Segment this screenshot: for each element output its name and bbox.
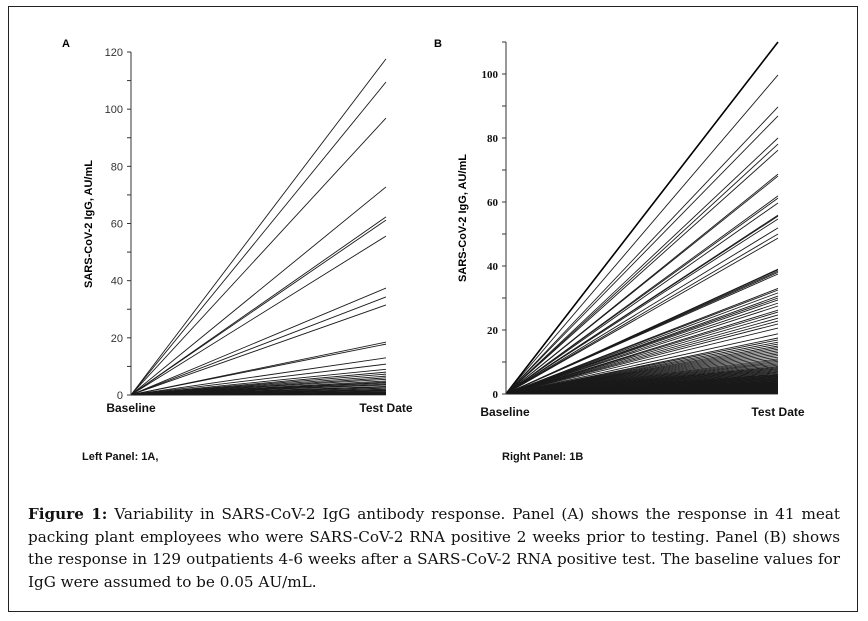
panel-b-series-line [505,41,779,395]
panel-a-series-line [130,357,387,396]
panel-a-series-line [130,81,387,396]
panel-b-ylabel: SARS-CoV-2 IgG, AU/mL [457,154,469,282]
panel-b-xlabel-baseline: Baseline [480,405,530,419]
panel-a-yaxis-ticks: 0 20 40 60 80 100 120 [105,47,131,402]
panel-a-lines [130,58,387,396]
panel-a-ytick-label: 40 [111,276,123,288]
panel-b-series-line [505,327,779,395]
panel-a-xlabel-baseline: Baseline [106,401,156,415]
panel-b-ytick-label: 100 [482,69,499,81]
panel-b-ytick-label: 60 [487,197,499,209]
panel-b-series-line [505,320,779,395]
panel-b-series-line [505,289,779,395]
panel-b-series-line [505,175,779,395]
right-panel-note: Right Panel: 1B [502,451,584,463]
panel-b-ytick-label: 20 [487,325,499,337]
panel-b-series-line [505,149,779,395]
panel-a-series-line [130,368,387,396]
panel-b-xlabel-testdate: Test Date [751,405,804,419]
panel-b-ytick-label: 0 [493,389,499,401]
panel-b-series-line [505,227,779,395]
panel-a-series-line [130,304,387,396]
figure-frame [8,6,858,612]
panel-a-ytick-label: 80 [111,161,123,173]
panel-b-series-line [505,218,779,395]
panel-b-ytick-label: 80 [487,133,499,145]
panel-b-series-line [505,323,779,395]
panel-b-series-line [505,74,779,395]
panel-b-series-line [505,106,779,395]
panel-a-xlabel-testdate: Test Date [359,401,412,415]
panel-a-series-line [130,186,387,396]
panel-a-ytick-label: 20 [111,333,123,345]
panel-a-series-line [130,287,387,396]
panel-a-series-line [130,219,387,396]
panel-b-series-line [505,333,779,395]
panel-b-series-line [505,137,779,395]
panel-b-lines [505,41,779,395]
panel-b-letter: B [434,38,442,50]
panel-b-series-line [505,202,779,395]
panel-b-series-line [505,314,779,395]
panel-b-series-line [505,299,779,395]
caption-text: Variability in SARS-CoV-2 IgG antibody r… [28,505,840,591]
panel-b-series-line [505,273,779,395]
panel-b-series-line [505,302,779,395]
panel-a-ylabel: SARS-CoV-2 IgG, AU/mL [83,160,95,288]
panel-a-ytick-label: 0 [117,390,123,402]
panel-b-series-line [505,292,779,395]
panel-b-ytick-label: 40 [487,261,499,273]
panel-b-series-line [505,305,779,395]
panel-b-series-line [505,197,779,395]
panel-a-ytick-label: 120 [105,47,123,59]
panel-b-series-line [505,115,779,395]
panel-b-series-line [505,233,779,395]
panel-b-yaxis-ticks: 0 20 40 60 80 100 [482,41,506,401]
panel-b-series-line [505,317,779,395]
panel-b: B SARS-CoV-2 IgG, AU/mL 0 20 40 60 80 100 Bas… [434,38,805,419]
panel-a-letter: A [62,38,70,50]
panel-b-series-line [505,237,779,395]
panel-a-ytick-label: 100 [105,104,123,116]
panel-b-series-line [505,311,779,395]
left-panel-note: Left Panel: 1A, [82,451,159,463]
panel-b-series-line [505,143,779,395]
panel-a-series-line [130,58,387,396]
panel-a-series-line [130,343,387,396]
panel-a: A SARS-CoV-2 IgG, AU/mL 020406080100120 … [62,38,413,415]
panel-a-series-line [130,296,387,396]
caption-label: Figure 1: [28,505,108,523]
panel-a-ytick-label: 60 [111,219,123,231]
panel-a-series-line [130,117,387,396]
figure-caption: Figure 1: Variability in SARS-CoV-2 IgG … [28,503,840,593]
panel-a-series-line [130,235,387,396]
panel-a-series-line [130,363,387,396]
